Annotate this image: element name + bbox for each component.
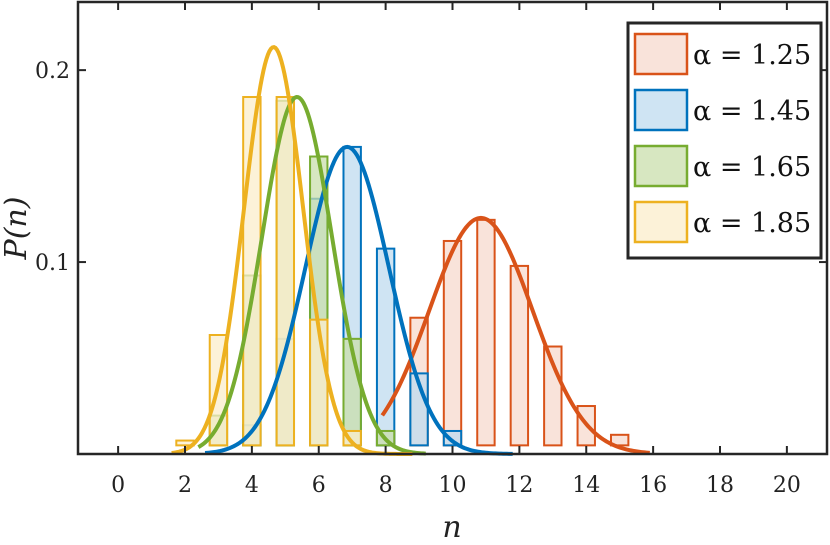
fit-curve-3 xyxy=(197,95,426,456)
x-tick-label: 2 xyxy=(178,473,192,498)
y-tick-label: 0.2 xyxy=(35,59,70,84)
y-axis-label: P(n) xyxy=(0,197,34,261)
y-tick-label: 0.1 xyxy=(35,251,70,276)
fit-curve-1 xyxy=(380,215,650,455)
x-tick-label: 6 xyxy=(312,473,326,498)
bars-layer xyxy=(175,96,630,447)
bar-s1-n11 xyxy=(476,218,496,447)
bar-s1-n12 xyxy=(509,264,530,447)
bar-s4-n5 xyxy=(275,96,296,447)
legend-swatch xyxy=(633,144,689,188)
legend-swatch xyxy=(633,32,689,76)
legend-swatch xyxy=(633,200,689,244)
curves-layer xyxy=(171,45,650,456)
x-tick-label: 16 xyxy=(639,473,667,498)
legend-label: α = 1.25 xyxy=(693,40,811,71)
x-tick-label: 14 xyxy=(572,473,600,498)
legend-item-2: α = 1.45 xyxy=(633,88,811,132)
x-tick-label: 10 xyxy=(439,473,467,498)
legend: α = 1.25 α = 1.45 α = 1.65 α = 1.85 xyxy=(626,21,823,260)
x-tick-label: 20 xyxy=(773,473,801,498)
x-tick-label: 18 xyxy=(706,473,734,498)
bar-s2-n10 xyxy=(442,429,463,447)
ticks-layer: 0 2 4 6 8 10 12 14 16 18 20 0.1 0.2 xyxy=(35,2,827,498)
bar-series-4 xyxy=(175,96,362,447)
legend-item-1: α = 1.25 xyxy=(633,32,811,76)
x-tick-label: 0 xyxy=(111,473,125,498)
fit-curve-4 xyxy=(171,45,413,456)
x-tick-label: 4 xyxy=(245,473,259,498)
legend-item-3: α = 1.65 xyxy=(633,144,811,188)
fit-curve-2 xyxy=(204,144,513,456)
x-axis-label: n xyxy=(442,510,461,545)
legend-item-4: α = 1.85 xyxy=(633,200,811,244)
legend-label: α = 1.85 xyxy=(693,208,811,239)
bar-s1-n10 xyxy=(442,239,463,447)
legend-label: α = 1.65 xyxy=(693,152,811,183)
legend-label: α = 1.45 xyxy=(693,96,811,127)
x-tick-label: 8 xyxy=(379,473,393,498)
x-tick-label: 12 xyxy=(505,473,533,498)
legend-swatch xyxy=(633,88,689,132)
